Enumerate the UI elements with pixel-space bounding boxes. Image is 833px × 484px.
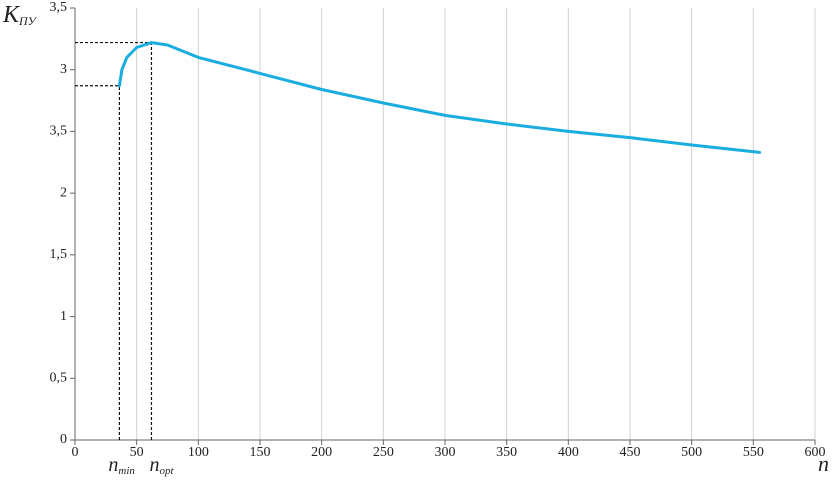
- x-tick-label: 100: [188, 445, 209, 460]
- x-tick-label: 550: [743, 445, 764, 460]
- marker-label-sub: min: [118, 465, 135, 477]
- marker-label: nmin: [108, 454, 135, 477]
- x-tick-label: 150: [250, 445, 271, 460]
- data-line: [117, 41, 761, 154]
- marker-label: nopt: [149, 454, 174, 477]
- y-tick-label: 0,5: [50, 371, 68, 386]
- marker-label-main: n: [108, 454, 118, 476]
- y-tick-label: 3,5: [50, 0, 68, 15]
- x-axis-label: n: [818, 451, 829, 476]
- y-axis-label-sub: ПУ: [18, 14, 38, 28]
- x-tick-label: 50: [130, 445, 144, 460]
- x-tick-label: 250: [373, 445, 394, 460]
- y-tick-label: 3: [60, 62, 67, 77]
- x-tick-label: 0: [72, 445, 79, 460]
- y-axis-label: KПУ: [2, 2, 38, 28]
- marker-label-main: n: [149, 454, 159, 476]
- y-axis-label-main: K: [2, 2, 21, 28]
- y-tick-label: 2: [60, 185, 67, 200]
- y-tick-label: 1: [60, 309, 67, 324]
- marker-label-sub: opt: [159, 465, 174, 477]
- x-tick-label: 400: [558, 445, 579, 460]
- x-tick-label: 600: [805, 445, 826, 460]
- x-tick-label: 350: [496, 445, 517, 460]
- x-tick-label: 200: [311, 445, 332, 460]
- y-tick-label: 1,5: [50, 247, 68, 262]
- x-tick-label: 300: [435, 445, 456, 460]
- y-tick-label: 3,5: [50, 124, 68, 139]
- x-tick-label: 500: [681, 445, 702, 460]
- x-tick-label: 450: [620, 445, 641, 460]
- y-tick-label: 0: [60, 432, 67, 447]
